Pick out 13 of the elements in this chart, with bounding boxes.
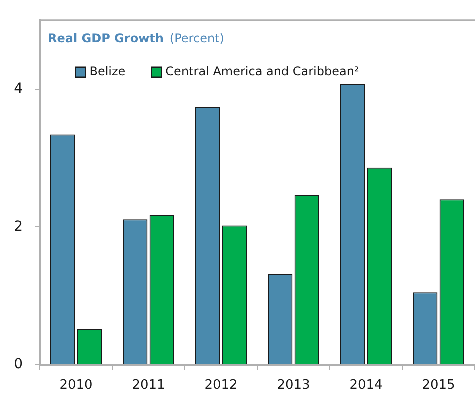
y-tick-label: 2 — [14, 218, 23, 235]
x-tick-label: 2014 — [350, 378, 383, 394]
text: (Percent) — [170, 32, 224, 46]
x-tick-label: 2015 — [422, 378, 456, 394]
x-tick-label: 2010 — [60, 378, 93, 394]
x-tick-label: 2011 — [132, 378, 166, 394]
y-tick-label: 4 — [14, 80, 24, 97]
x-tick-label: 2013 — [277, 378, 310, 394]
x-tick-label: 2012 — [204, 378, 238, 394]
legend-label: Belize — [90, 64, 126, 79]
y-tick-label: 0 — [14, 356, 23, 373]
text: Real GDP Growth — [48, 32, 164, 46]
legend-label: Central America and Caribbean² — [166, 64, 360, 79]
